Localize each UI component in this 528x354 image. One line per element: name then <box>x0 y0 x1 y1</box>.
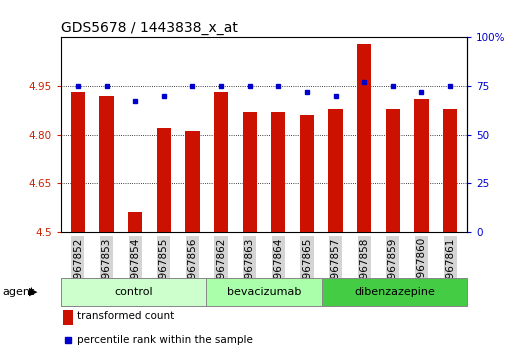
Bar <box>128 212 143 232</box>
Bar <box>206 278 322 306</box>
Bar <box>322 278 467 306</box>
Text: GSM967863: GSM967863 <box>244 237 254 301</box>
Text: GSM967853: GSM967853 <box>101 237 111 301</box>
Text: agent: agent <box>3 287 35 297</box>
Text: GSM967852: GSM967852 <box>73 237 83 301</box>
Bar <box>61 278 206 306</box>
Text: GSM967859: GSM967859 <box>388 237 398 301</box>
Bar <box>414 99 429 232</box>
Text: GSM967856: GSM967856 <box>187 237 197 301</box>
Bar <box>357 44 371 232</box>
Text: dibenzazepine: dibenzazepine <box>354 287 435 297</box>
Text: transformed count: transformed count <box>77 312 174 321</box>
Bar <box>99 96 114 232</box>
Text: bevacizumab: bevacizumab <box>227 287 301 297</box>
Bar <box>214 92 228 232</box>
Bar <box>71 92 85 232</box>
Text: GSM967854: GSM967854 <box>130 237 140 301</box>
Bar <box>157 128 171 232</box>
Bar <box>271 112 286 232</box>
Bar <box>328 109 343 232</box>
Text: GSM967858: GSM967858 <box>359 237 369 301</box>
Text: GSM967862: GSM967862 <box>216 237 226 301</box>
Bar <box>242 112 257 232</box>
Text: control: control <box>114 287 153 297</box>
Bar <box>385 109 400 232</box>
Bar <box>63 310 73 325</box>
Text: GSM967861: GSM967861 <box>445 237 455 301</box>
Text: GSM967855: GSM967855 <box>159 237 169 301</box>
Text: GDS5678 / 1443838_x_at: GDS5678 / 1443838_x_at <box>61 21 238 35</box>
Text: percentile rank within the sample: percentile rank within the sample <box>77 335 253 345</box>
Text: ▶: ▶ <box>29 287 37 297</box>
Text: GSM967865: GSM967865 <box>302 237 312 301</box>
Bar <box>185 131 200 232</box>
Bar <box>443 109 457 232</box>
Text: GSM967864: GSM967864 <box>274 237 284 301</box>
Bar <box>300 115 314 232</box>
Text: GSM967857: GSM967857 <box>331 237 341 301</box>
Text: GSM967860: GSM967860 <box>417 237 427 301</box>
